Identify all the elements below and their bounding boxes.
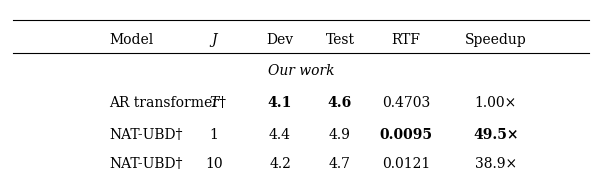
Text: 10: 10 — [205, 157, 223, 171]
Text: 49.5×: 49.5× — [473, 128, 518, 142]
Text: 1: 1 — [209, 128, 219, 142]
Text: 4.9: 4.9 — [329, 128, 351, 142]
Text: RTF: RTF — [391, 33, 420, 47]
Text: 4.6: 4.6 — [328, 96, 352, 110]
Text: Our work: Our work — [268, 64, 334, 78]
Text: 4.1: 4.1 — [268, 96, 292, 110]
Text: 0.0095: 0.0095 — [379, 128, 432, 142]
Text: J: J — [211, 33, 217, 47]
Text: 4.2: 4.2 — [269, 157, 291, 171]
Text: NAT-UBD†: NAT-UBD† — [109, 128, 183, 142]
Text: NAT-UBD†: NAT-UBD† — [109, 157, 183, 171]
Text: Speedup: Speedup — [465, 33, 527, 47]
Text: Model: Model — [109, 33, 154, 47]
Text: 4.4: 4.4 — [269, 128, 291, 142]
Text: 1.00×: 1.00× — [474, 96, 517, 110]
Text: AR transformer†: AR transformer† — [109, 96, 226, 110]
Text: Test: Test — [326, 33, 355, 47]
Text: 4.7: 4.7 — [329, 157, 351, 171]
Text: 0.4703: 0.4703 — [382, 96, 430, 110]
Text: 38.9×: 38.9× — [475, 157, 517, 171]
Text: T: T — [209, 96, 219, 110]
Text: 0.0121: 0.0121 — [382, 157, 430, 171]
Text: Dev: Dev — [267, 33, 294, 47]
